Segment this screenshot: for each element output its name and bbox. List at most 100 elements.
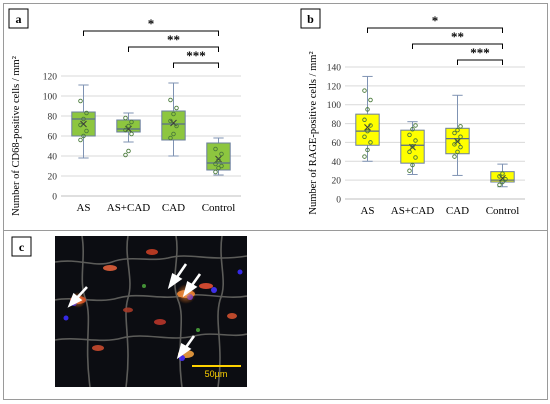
- data-point: [452, 142, 457, 147]
- micrograph-frame: [3, 230, 548, 400]
- data-point: [410, 126, 415, 132]
- y-tick-label: 20: [48, 173, 58, 183]
- y-tick-label: 20: [332, 177, 342, 187]
- box-as-cad: [116, 112, 141, 158]
- y-tick-label: 120: [327, 82, 342, 92]
- panel-c: c: [11, 236, 247, 387]
- box-as: [71, 84, 96, 159]
- panel-b-label: b: [307, 12, 314, 26]
- y-tick-label: 40: [332, 158, 342, 168]
- data-point: [365, 147, 370, 153]
- data-point: [500, 171, 505, 176]
- data-point: [168, 97, 173, 103]
- significance-bracket: [128, 46, 219, 52]
- significance-bracket: [173, 62, 219, 68]
- data-point: [174, 105, 179, 111]
- data-point: [368, 140, 373, 145]
- mean-marker: [454, 138, 461, 145]
- data-point: [407, 168, 412, 173]
- data-point: [368, 97, 373, 103]
- y-axis-title: Number of RAGE-positive cells / mm²: [308, 51, 319, 214]
- y-axis-title: Number of CD68-positive cells / mm²: [11, 56, 22, 216]
- box-cad: [445, 94, 470, 176]
- data-point: [84, 110, 89, 116]
- data-point: [123, 115, 128, 121]
- data-point: [413, 138, 418, 143]
- box-iqr: [161, 110, 186, 141]
- data-point: [213, 146, 218, 152]
- box-as: [355, 75, 380, 162]
- significance-bracket: [83, 30, 219, 36]
- scale-bar-label: 50µm: [205, 369, 228, 379]
- data-point: [368, 123, 373, 128]
- x-category-label: AS+CAD: [107, 202, 151, 214]
- x-category-label: AS+CAD: [391, 205, 435, 217]
- panel-a-label: a: [16, 12, 22, 26]
- data-point: [497, 182, 502, 188]
- box-as-cad: [400, 121, 425, 175]
- x-category-label: AS: [360, 205, 374, 217]
- data-point: [123, 127, 128, 133]
- panel-b: b 0 20 40 60 80 100 120 140 Number of RAGE-posit…: [300, 8, 525, 217]
- y-tick-label: 40: [48, 153, 58, 163]
- box-control: [206, 137, 231, 176]
- data-point: [84, 128, 89, 134]
- y-tick-label: 0: [52, 193, 57, 203]
- data-point: [168, 118, 173, 124]
- data-point: [452, 154, 457, 159]
- y-tick-label: 120: [43, 73, 58, 83]
- y-tick-label: 100: [43, 93, 58, 103]
- data-point: [500, 179, 505, 185]
- y-tick-label: 80: [48, 113, 58, 123]
- data-point: [126, 148, 131, 154]
- chart-b: 0 20 40 60 80 100 120 140 Number of RAGE-positiv…: [308, 13, 525, 217]
- panel-b-label-box: [300, 8, 321, 29]
- data-point: [413, 155, 418, 160]
- data-point: [407, 132, 412, 138]
- data-point: [123, 152, 128, 158]
- data-point: [458, 144, 463, 150]
- data-point: [213, 161, 218, 167]
- mean-marker: [170, 119, 177, 127]
- mean-marker: [364, 123, 371, 131]
- data-point: [78, 122, 83, 128]
- data-point: [129, 131, 134, 137]
- y-tick-label: 140: [327, 64, 342, 74]
- x-category-label: Control: [202, 202, 236, 214]
- data-point: [126, 123, 131, 129]
- y-tick-label: 60: [332, 139, 342, 149]
- data-point: [81, 116, 86, 122]
- data-point: [365, 128, 370, 134]
- data-point: [362, 134, 367, 140]
- significance-label: *: [148, 16, 155, 31]
- significance-label: **: [167, 32, 180, 47]
- panel-a: a 0 20 40 60 80 100 120 Number of CD68-positive…: [8, 8, 241, 216]
- data-point: [503, 176, 508, 182]
- mean-marker: [409, 143, 416, 151]
- y-tick-label: 100: [327, 101, 342, 111]
- panel-a-label-box: [8, 8, 29, 29]
- significance-bracket: [457, 59, 503, 65]
- data-point: [455, 149, 460, 155]
- data-point: [413, 123, 418, 128]
- significance-label: ***: [186, 48, 206, 63]
- data-point: [458, 134, 463, 140]
- significance-label: *: [432, 13, 439, 28]
- data-point: [219, 151, 224, 157]
- y-tick-label: 80: [332, 120, 342, 130]
- micrograph-tissue: [55, 236, 247, 387]
- data-point: [362, 88, 367, 93]
- data-point: [497, 174, 502, 179]
- data-point: [171, 131, 176, 137]
- box-iqr: [116, 119, 141, 133]
- y-tick-label: 60: [48, 133, 58, 143]
- mean-marker: [80, 120, 87, 128]
- y-tick-label: 0: [336, 196, 341, 206]
- significance-label: **: [451, 29, 464, 44]
- box-cad: [161, 82, 186, 157]
- data-point: [81, 133, 86, 139]
- data-point: [362, 154, 367, 159]
- data-point: [129, 119, 134, 125]
